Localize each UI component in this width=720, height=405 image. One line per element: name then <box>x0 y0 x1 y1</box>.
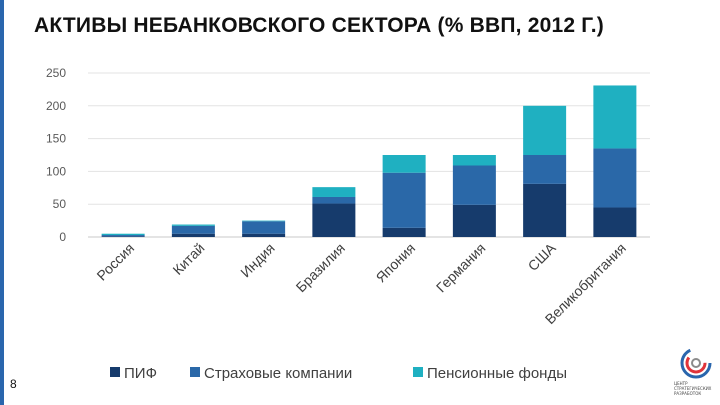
bar-segment <box>101 233 145 236</box>
y-tick-label: 0 <box>59 230 66 244</box>
bar-segment <box>171 224 215 226</box>
legend-label: ПИФ <box>124 365 157 382</box>
bar-segment <box>593 85 637 149</box>
bar-segment <box>101 236 145 237</box>
bar-segment <box>452 165 496 205</box>
bar-segment <box>523 183 567 237</box>
bar-segment <box>242 221 286 234</box>
bar-segment <box>382 155 426 173</box>
bar-segment <box>593 148 637 208</box>
svg-text:СТРАТЕГИЧЕСКИХ: СТРАТЕГИЧЕСКИХ <box>674 386 712 391</box>
legend-swatch <box>110 367 120 377</box>
legend: ПИФ Страховые компании Пенсионные фонды <box>110 365 567 382</box>
bar-segment <box>452 155 496 166</box>
x-tick-label: Россия <box>93 240 137 284</box>
y-tick-label: 200 <box>46 99 66 113</box>
legend-swatch <box>190 367 200 377</box>
bar-segment <box>452 204 496 237</box>
center-logo: ЦЕНТР СТРАТЕГИЧЕСКИХ РАЗРАБОТОК <box>674 347 712 396</box>
x-axis-ticks: Россия Китай Индия Бразилия Япония Германия СШ… <box>93 239 629 327</box>
y-axis-ticks: 0 50 100 150 200 250 <box>46 66 66 244</box>
x-tick-label: Индия <box>237 240 278 281</box>
page-number: 8 <box>10 377 17 391</box>
y-tick-label: 150 <box>46 132 66 146</box>
legend-swatch <box>413 367 423 377</box>
y-tick-label: 100 <box>46 164 66 178</box>
bar-segment <box>171 225 215 234</box>
x-tick-label: Германия <box>433 240 489 296</box>
x-tick-label: Бразилия <box>293 240 348 295</box>
svg-text:ЦЕНТР: ЦЕНТР <box>674 381 688 386</box>
bar-segment <box>523 155 567 184</box>
bar-segment <box>312 196 356 204</box>
accent-side-bar <box>0 0 4 405</box>
bar-segment <box>523 105 567 155</box>
svg-text:РАЗРАБОТОК: РАЗРАБОТОК <box>674 391 701 396</box>
bar-segment <box>171 233 215 237</box>
bar-segment <box>312 187 356 197</box>
bars <box>101 85 637 237</box>
x-tick-label: США <box>525 239 560 274</box>
x-tick-label: Япония <box>373 240 419 286</box>
bar-segment <box>382 227 426 237</box>
bar-segment <box>242 220 286 222</box>
bar-segment <box>242 233 286 237</box>
bar-segment <box>312 203 356 237</box>
bar-segment <box>382 172 426 228</box>
legend-label: Пенсионные фонды <box>427 365 567 382</box>
bar-segment <box>101 235 145 237</box>
legend-label: Страховые компании <box>204 365 352 382</box>
x-tick-label: Китай <box>169 240 207 278</box>
slide-title: АКТИВЫ НЕБАНКОВСКОГО СЕКТОРА (% ВВП, 201… <box>34 14 604 37</box>
y-tick-label: 250 <box>46 66 66 80</box>
y-tick-label: 50 <box>53 197 67 211</box>
bar-segment <box>593 207 637 237</box>
